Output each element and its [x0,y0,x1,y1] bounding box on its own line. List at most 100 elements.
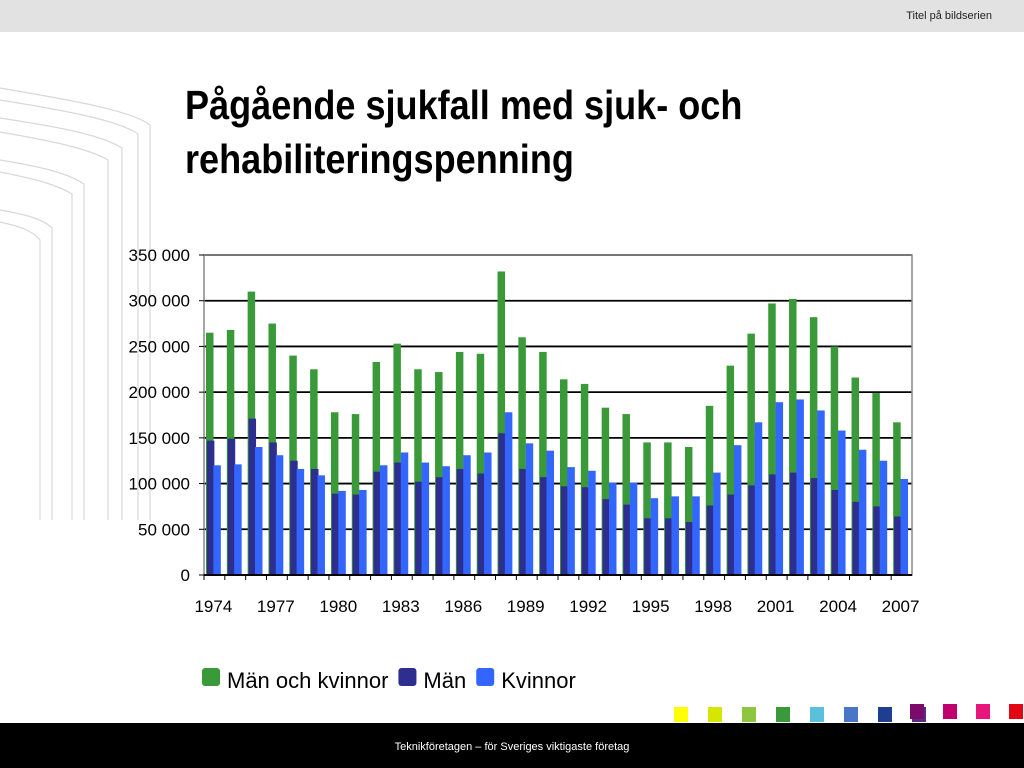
bar-total-1997 [684,447,693,575]
x-tick-label: 1989 [507,597,545,616]
decorative-lines [0,87,151,520]
legend-label: Kvinnor [501,668,576,693]
bar-men-1989 [519,468,527,575]
x-tick-label: 1977 [257,597,295,616]
color-square [976,704,990,719]
legend-swatch [476,668,495,686]
bar-men-2002 [789,472,798,575]
bar-women-2007 [900,479,909,575]
bar-women-2001 [775,402,784,575]
bar-men-2007 [894,516,902,575]
bar-total-1994 [622,414,630,575]
bar-total-1993 [601,407,610,575]
bar-total-2006 [872,393,880,575]
bars [206,271,909,575]
bar-men-1997 [685,521,694,575]
bar-women-1983 [400,452,409,575]
bar-men-1974 [206,440,215,575]
bar-men-1993 [602,499,611,575]
color-square [776,707,790,722]
bar-men-1981 [352,494,361,575]
bar-total-1989 [518,337,526,575]
bar-chart: 0 50 000 100 000 150 000 200 000 250 000 300 0… [129,246,920,693]
bar-men-1996 [665,518,673,575]
bar-women-1980 [338,490,346,575]
bar-total-1999 [726,365,735,575]
bar-men-1988 [498,433,506,575]
legend-swatch [398,668,417,686]
bar-men-2003 [810,478,819,575]
bar-total-1987 [476,353,485,575]
bar-total-1992 [580,383,589,575]
bar-total-2003 [809,317,818,575]
bar-women-1984 [421,462,430,575]
bar-men-2001 [769,474,777,575]
bar-total-1991 [560,379,568,575]
bar-total-1996 [664,442,672,575]
x-tick-label: 1986 [444,597,482,616]
bar-total-1984 [414,369,422,575]
bar-women-1992 [588,470,596,575]
bar-total-2002 [789,298,797,575]
bar-women-2002 [796,399,804,575]
bar-men-2000 [748,485,756,575]
x-tick-label: 1980 [319,597,357,616]
bar-women-2000 [754,422,763,575]
legend-label: Män och kvinnor [227,668,388,693]
bar-men-1984 [415,481,423,575]
bar-total-1995 [643,442,651,575]
legend: Män och kvinnor Män Kvinnor [202,668,576,693]
bar-men-2005 [852,501,860,575]
bar-women-1977 [275,455,284,575]
footer-band [0,723,1024,768]
bar-total-1986 [455,351,464,575]
y-tick-label: 150 000 [129,429,190,448]
bar-women-1982 [379,465,388,575]
bar-women-1987 [484,452,492,575]
x-tick-label: 1974 [194,597,232,616]
x-tick-label: 2007 [882,597,920,616]
y-tick-label: 300 000 [129,292,190,311]
legend-label: Män [423,668,466,693]
bar-women-1978 [296,468,305,575]
bar-women-1986 [463,455,471,575]
bar-women-1993 [608,482,617,575]
y-tick-label: 250 000 [129,337,190,356]
bar-total-1983 [393,343,401,575]
bar-women-1985 [442,466,450,575]
bar-women-1988 [504,412,513,575]
bar-men-1998 [706,505,715,575]
bar-women-1991 [567,467,575,575]
bar-men-1986 [456,468,465,575]
x-tick-label: 1995 [632,597,670,616]
bar-women-1976 [254,447,263,575]
bar-women-1998 [713,472,721,575]
color-square [910,704,924,719]
x-tick-label: 1998 [694,597,732,616]
color-square [810,707,824,722]
bar-men-1977 [269,442,277,575]
color-square [1009,704,1023,719]
x-tick-label: 1983 [382,597,420,616]
color-square [674,707,688,722]
y-tick-label: 350 000 [129,246,190,265]
footer-text: Teknikföretagen – för Sveriges viktigast… [394,741,630,753]
bar-men-1983 [394,462,402,575]
slide-title: Pågående sjukfall med sjuk- och rehabili… [185,82,743,182]
bar-men-1985 [435,477,444,575]
y-tick-label: 200 000 [129,383,190,402]
bar-total-2001 [768,303,776,575]
bar-men-1991 [560,486,569,575]
bar-women-1975 [234,464,242,575]
bar-women-1997 [692,496,700,575]
y-tick-label: 0 [181,566,190,585]
bar-men-2004 [831,489,840,575]
x-tick-label: 1992 [569,597,607,616]
bar-total-1990 [539,351,547,575]
color-square [708,707,722,722]
header-band [0,0,1024,32]
bar-total-1982 [372,361,381,575]
bar-men-1999 [727,494,735,575]
color-square [844,707,858,722]
bar-women-2005 [858,449,867,575]
